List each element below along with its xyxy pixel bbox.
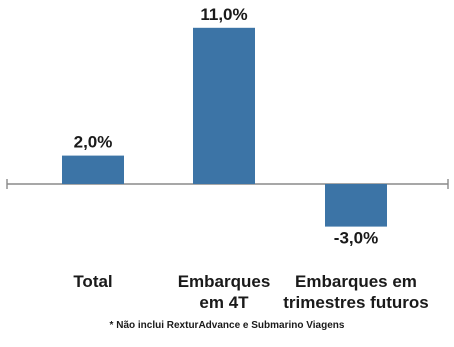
data-label-total: 2,0% (74, 133, 113, 152)
category-labels-group: Total Embarques em 4T Embarques em trimestre… (73, 272, 428, 312)
category-label-embarques-em-4t-line-1: Embarques (178, 272, 271, 291)
category-label-embarques-em-trimestres-futuros-line-1: Embarques em (295, 272, 417, 291)
data-label-embarques-em-4t: 11,0% (200, 5, 247, 24)
bars-group (62, 27, 387, 227)
bar-embarques-em-trimestres-futuros (325, 184, 387, 227)
bar-total (62, 155, 124, 184)
data-label-embarques-em-trimestres-futuros: -3,0% (334, 229, 378, 248)
value-labels-group: 2,0% 11,0% -3,0% (74, 5, 379, 248)
category-label-total: Total (73, 272, 112, 291)
bar-embarques-em-4t (193, 27, 255, 184)
footnote: * Não inclui RexturAdvance e Submarino V… (109, 320, 345, 331)
category-label-embarques-em-4t-line-2: em 4T (199, 293, 249, 312)
category-label-embarques-em-trimestres-futuros-line-2: trimestres futuros (283, 293, 428, 312)
